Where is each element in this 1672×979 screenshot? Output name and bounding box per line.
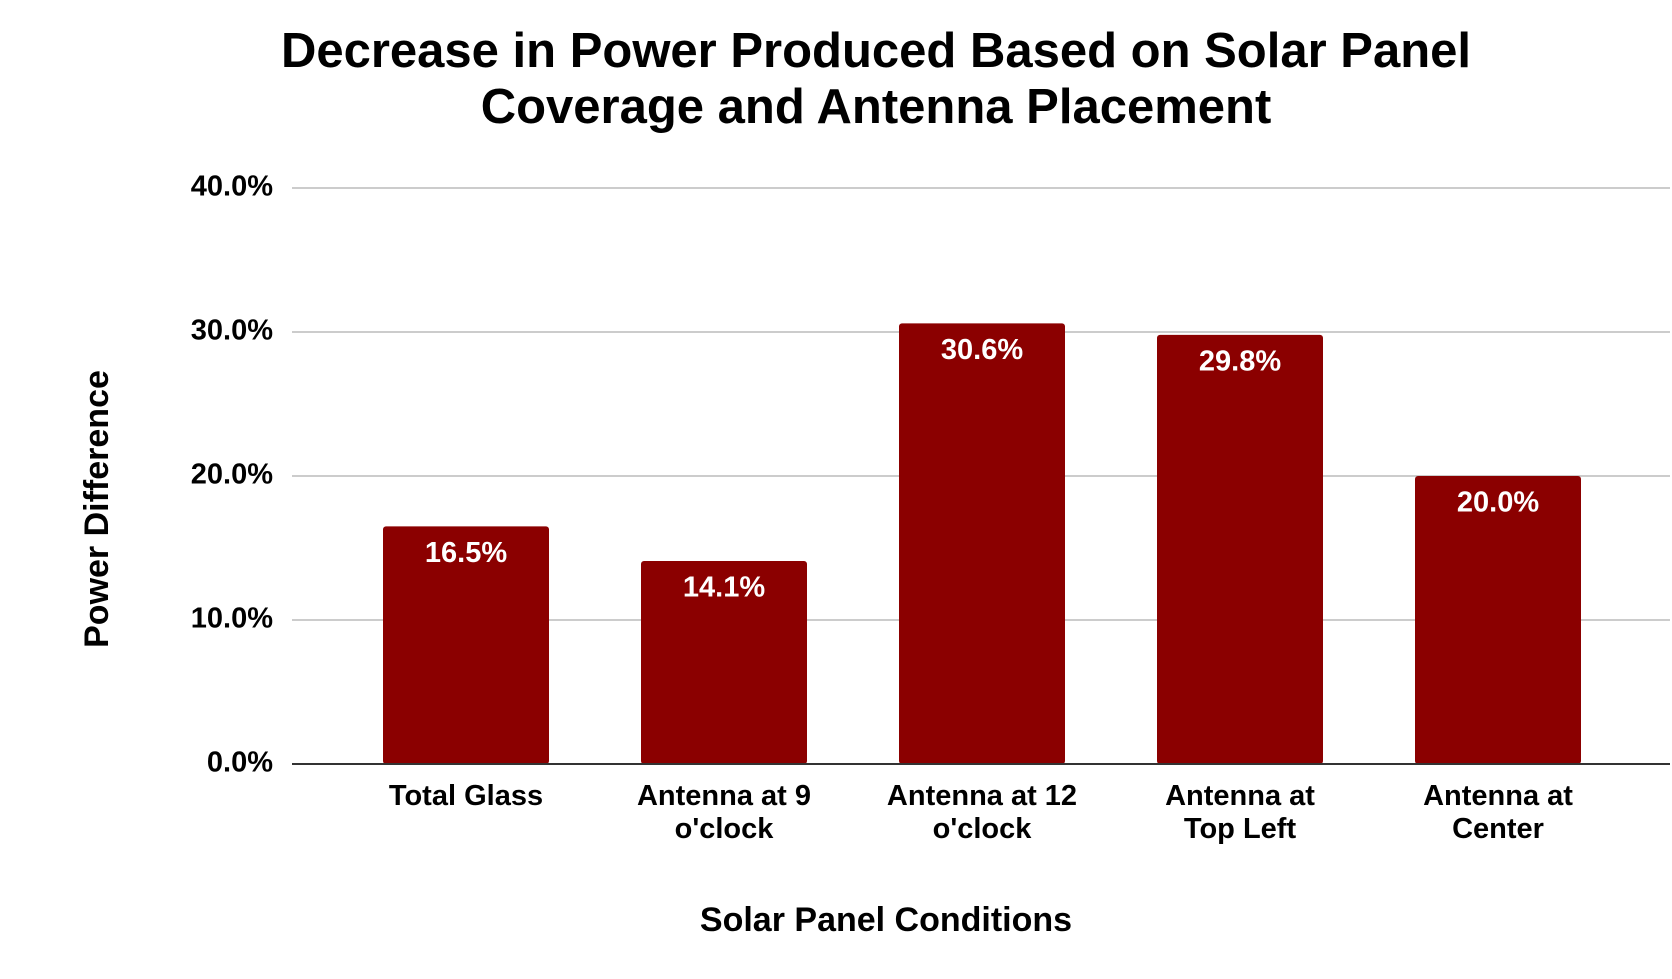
x-tick-label: Total Glass [389,780,543,812]
x-axis-title: Solar Panel Conditions [700,901,1072,939]
y-tick-label: 20.0% [191,459,273,491]
x-tick-label: Antenna at Center [1423,780,1573,845]
value-label: 30.6% [941,334,1023,366]
value-label: 20.0% [1457,487,1539,519]
value-label: 14.1% [683,572,765,604]
bar [1157,334,1323,764]
y-tick-label: 10.0% [191,603,273,635]
value-label: 16.5% [425,537,507,569]
bar [641,560,807,764]
x-tick-label: Antenna at Top Left [1165,780,1315,845]
y-tick-label: 30.0% [191,315,273,347]
bar [1415,476,1581,764]
x-tick-label: Antenna at 9 o'clock [637,780,811,845]
bar [899,323,1065,764]
value-label: 29.8% [1199,346,1281,378]
y-tick-label: 0.0% [207,747,273,779]
x-tick-label: Antenna at 12 o'clock [887,780,1077,845]
y-axis-title: Power Difference [78,370,116,648]
y-tick-label: 40.0% [191,171,273,203]
bar [383,526,549,764]
chart-title: Decrease in Power Produced Based on Sola… [281,24,1471,134]
